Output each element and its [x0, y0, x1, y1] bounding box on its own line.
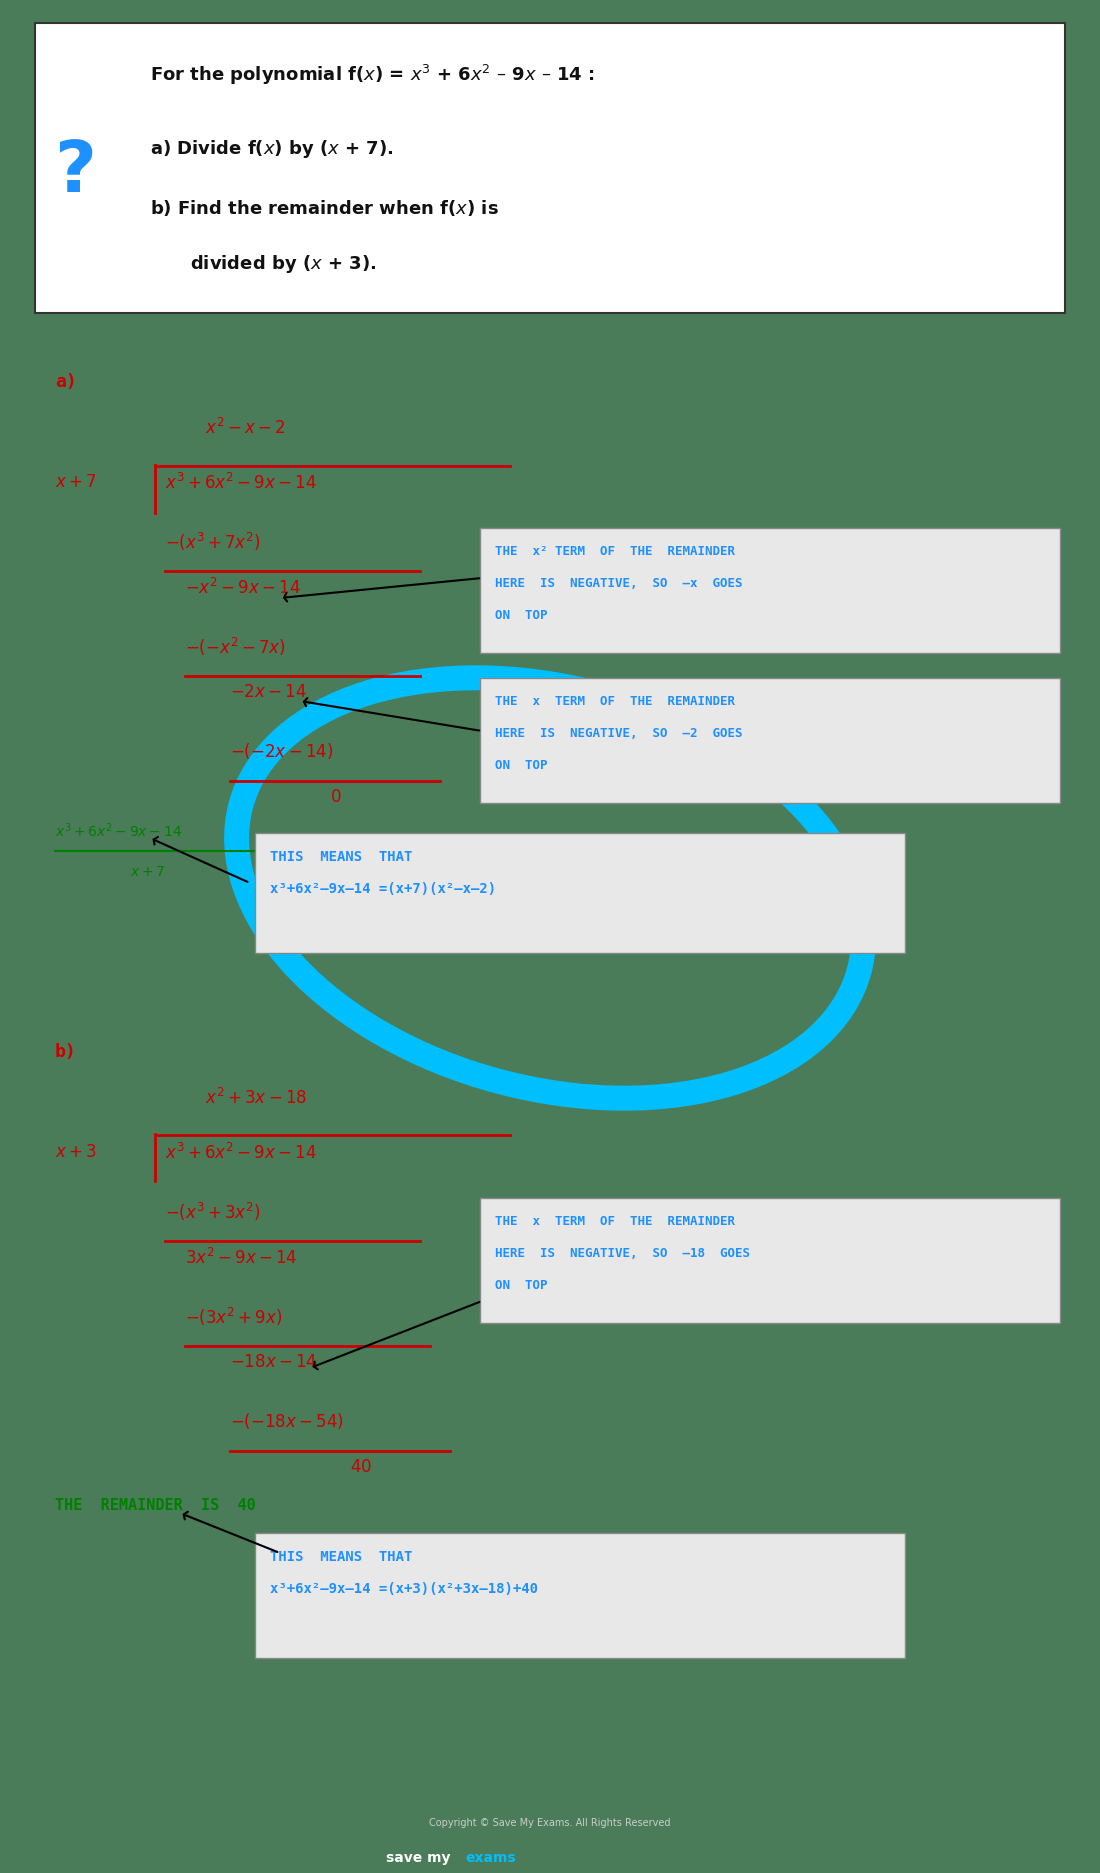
Text: $x+3$: $x+3$	[55, 1143, 97, 1161]
Text: $x^3+6x^2-9x-14$: $x^3+6x^2-9x-14$	[165, 1143, 317, 1163]
Text: THE  REMAINDER  IS  40: THE REMAINDER IS 40	[55, 1498, 255, 1513]
Text: $x^3+6x^2-9x-14$: $x^3+6x^2-9x-14$	[55, 820, 183, 839]
Text: $x^3+6x^2-9x-14$: $x^3+6x^2-9x-14$	[165, 474, 317, 493]
FancyBboxPatch shape	[35, 22, 1065, 313]
Text: $40$: $40$	[350, 1457, 372, 1476]
Text: THIS  MEANS  THAT: THIS MEANS THAT	[270, 850, 412, 863]
Text: save my: save my	[385, 1851, 450, 1866]
Text: HERE  IS  NEGATIVE,  SO  –2  GOES: HERE IS NEGATIVE, SO –2 GOES	[495, 727, 742, 740]
Text: $0$: $0$	[330, 789, 341, 805]
Text: b): b)	[55, 1043, 77, 1060]
Text: $x^2+3x-18$: $x^2+3x-18$	[205, 1088, 307, 1109]
Text: a): a)	[55, 373, 77, 391]
FancyBboxPatch shape	[480, 1199, 1060, 1322]
Text: ON  TOP: ON TOP	[495, 609, 548, 622]
Text: a) Divide f($x$) by ($x$ + 7).: a) Divide f($x$) by ($x$ + 7).	[150, 139, 394, 159]
Text: $= x^2-x-2$: $= x^2-x-2$	[385, 835, 469, 854]
Text: ON  TOP: ON TOP	[495, 1279, 548, 1292]
Text: $-(x^3+7x^2)$: $-(x^3+7x^2)$	[165, 532, 261, 553]
FancyBboxPatch shape	[480, 678, 1060, 804]
Text: THIS  MEANS  THAT: THIS MEANS THAT	[270, 1551, 412, 1564]
Text: $x+7$: $x+7$	[55, 474, 97, 491]
Text: ON  TOP: ON TOP	[495, 759, 548, 772]
Text: exams: exams	[465, 1851, 516, 1866]
Text: ?: ?	[54, 139, 96, 208]
Text: Copyright © Save My Exams. All Rights Reserved: Copyright © Save My Exams. All Rights Re…	[429, 1819, 671, 1828]
Text: $-(-2x-14)$: $-(-2x-14)$	[230, 742, 333, 760]
FancyBboxPatch shape	[255, 833, 905, 953]
Text: $-(-x^2-7x)$: $-(-x^2-7x)$	[185, 637, 286, 657]
Text: x³+6x²–9x–14 =(x+7)(x²–x–2): x³+6x²–9x–14 =(x+7)(x²–x–2)	[270, 882, 496, 895]
Text: $-(-18x-54)$: $-(-18x-54)$	[230, 1410, 344, 1431]
Text: HERE  IS  NEGATIVE,  SO  –x  GOES: HERE IS NEGATIVE, SO –x GOES	[495, 577, 742, 590]
FancyBboxPatch shape	[480, 528, 1060, 654]
Text: $-(3x^2+9x)$: $-(3x^2+9x)$	[185, 1305, 283, 1328]
Text: $-x^2-9x-14$: $-x^2-9x-14$	[185, 579, 301, 597]
Text: $-18x-14$: $-18x-14$	[230, 1352, 318, 1371]
Text: $x^2-x-2$: $x^2-x-2$	[205, 418, 286, 438]
Text: $-2x-14$: $-2x-14$	[230, 684, 307, 701]
Text: b) Find the remainder when f($x$) is: b) Find the remainder when f($x$) is	[150, 199, 498, 217]
Text: THE  x  TERM  OF  THE  REMAINDER: THE x TERM OF THE REMAINDER	[495, 695, 735, 708]
Text: THE  x² TERM  OF  THE  REMAINDER: THE x² TERM OF THE REMAINDER	[495, 545, 735, 558]
Text: divided by ($x$ + 3).: divided by ($x$ + 3).	[190, 253, 376, 275]
Text: $-(x^3+3x^2)$: $-(x^3+3x^2)$	[165, 1201, 261, 1223]
Text: $3x^2-9x-14$: $3x^2-9x-14$	[185, 1247, 297, 1268]
Text: x³+6x²–9x–14 =(x+3)(x²+3x–18)+40: x³+6x²–9x–14 =(x+3)(x²+3x–18)+40	[270, 1583, 538, 1596]
Text: THE  x  TERM  OF  THE  REMAINDER: THE x TERM OF THE REMAINDER	[495, 1216, 735, 1229]
Text: For the polynomial f($x$) = $x^3$ + 6$x^2$ – 9$x$ – 14 :: For the polynomial f($x$) = $x^3$ + 6$x^…	[150, 64, 595, 88]
FancyBboxPatch shape	[255, 1532, 905, 1658]
Text: $x+7$: $x+7$	[130, 865, 165, 878]
Text: HERE  IS  NEGATIVE,  SO  –18  GOES: HERE IS NEGATIVE, SO –18 GOES	[495, 1247, 750, 1261]
